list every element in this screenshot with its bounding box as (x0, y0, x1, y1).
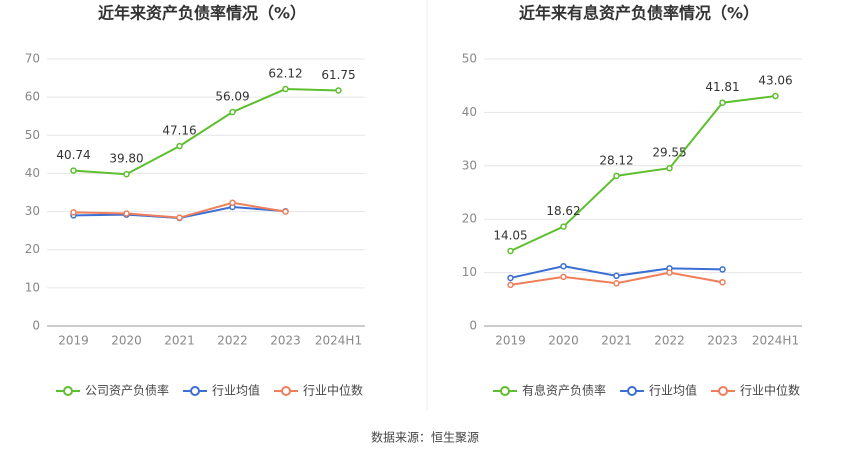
data-point (719, 266, 726, 273)
x-tick-label: 2022 (217, 334, 248, 348)
y-tick-label: 30 (25, 204, 40, 218)
data-point (335, 87, 342, 94)
y-tick-label: 40 (462, 105, 477, 119)
y-tick-label: 30 (462, 158, 477, 172)
y-tick-label: 0 (32, 319, 40, 333)
y-tick-label: 40 (25, 166, 40, 180)
data-point (229, 199, 236, 207)
data-point (507, 247, 514, 255)
x-tick-label: 2024H1 (752, 334, 799, 348)
series-line (73, 88, 339, 176)
x-tick-label: 2022 (654, 334, 685, 348)
y-tick-label: 10 (462, 265, 477, 279)
data-point (123, 170, 130, 178)
legend-label: 行业中位数 (740, 383, 800, 398)
x-tick-label: 2024H1 (315, 334, 362, 348)
data-point (176, 214, 183, 221)
legend-marker (718, 386, 729, 396)
x-tick-label: 2020 (111, 334, 142, 348)
data-label: 41.81 (705, 80, 739, 94)
y-tick-label: 60 (25, 90, 40, 104)
legend-label: 行业中位数 (303, 383, 363, 398)
data-point (560, 273, 567, 281)
y-tick-label: 10 (25, 280, 40, 294)
data-label: 43.06 (758, 74, 792, 88)
data-point (70, 209, 77, 216)
data-label: 47.16 (162, 124, 196, 138)
data-label: 56.09 (215, 90, 249, 104)
x-tick-label: 2019 (495, 334, 526, 348)
data-point (613, 280, 620, 287)
legend-marker (190, 386, 201, 396)
x-tick-label: 2021 (601, 334, 632, 348)
data-point (613, 272, 620, 280)
x-tick-label: 2020 (548, 334, 579, 348)
data-point (507, 281, 514, 289)
x-tick-label: 2019 (58, 334, 89, 348)
chart-title: 近年来有息资产负债率情况（%） (519, 4, 759, 23)
series-line (510, 95, 776, 252)
legend-label: 行业均值 (212, 383, 260, 398)
legend-marker (627, 386, 638, 396)
legend-marker (281, 386, 292, 396)
data-label: 62.12 (268, 67, 302, 81)
y-tick-label: 50 (25, 128, 40, 142)
data-point (176, 142, 183, 150)
legend-marker (63, 386, 73, 396)
data-point (719, 99, 726, 106)
data-point (282, 85, 289, 93)
legend-label: 有息资产负债率 (522, 383, 606, 398)
x-tick-label: 2023 (270, 334, 301, 348)
y-tick-label: 20 (25, 242, 40, 256)
data-label: 14.05 (493, 228, 527, 242)
legend-label: 公司资产负债率 (85, 383, 169, 398)
data-label: 29.55 (652, 146, 686, 160)
data-point (507, 274, 514, 282)
y-tick-label: 70 (25, 52, 40, 66)
data-point (282, 208, 289, 215)
data-label: 39.80 (109, 152, 143, 166)
data-point (772, 92, 779, 100)
data-point (666, 164, 673, 172)
y-tick-label: 0 (469, 319, 477, 333)
chart-title: 近年来资产负债率情况（%） (98, 4, 306, 23)
legend-marker (500, 386, 510, 396)
y-tick-label: 20 (462, 212, 477, 226)
data-point (560, 262, 567, 270)
data-label: 18.62 (546, 204, 580, 218)
y-tick-label: 50 (462, 52, 477, 66)
x-tick-label: 2021 (164, 334, 195, 348)
data-point (719, 278, 726, 286)
data-point (70, 167, 77, 174)
data-point (613, 172, 620, 180)
data-label: 40.74 (56, 148, 90, 162)
legend-label: 行业均值 (649, 383, 697, 398)
source: 数据来源：恒生聚源 (371, 430, 479, 445)
data-label: 28.12 (599, 153, 633, 167)
data-point (666, 269, 673, 276)
data-point (123, 210, 130, 217)
data-label: 61.75 (321, 68, 355, 82)
x-tick-label: 2023 (707, 334, 738, 348)
data-point (560, 223, 567, 230)
data-point (229, 108, 236, 116)
